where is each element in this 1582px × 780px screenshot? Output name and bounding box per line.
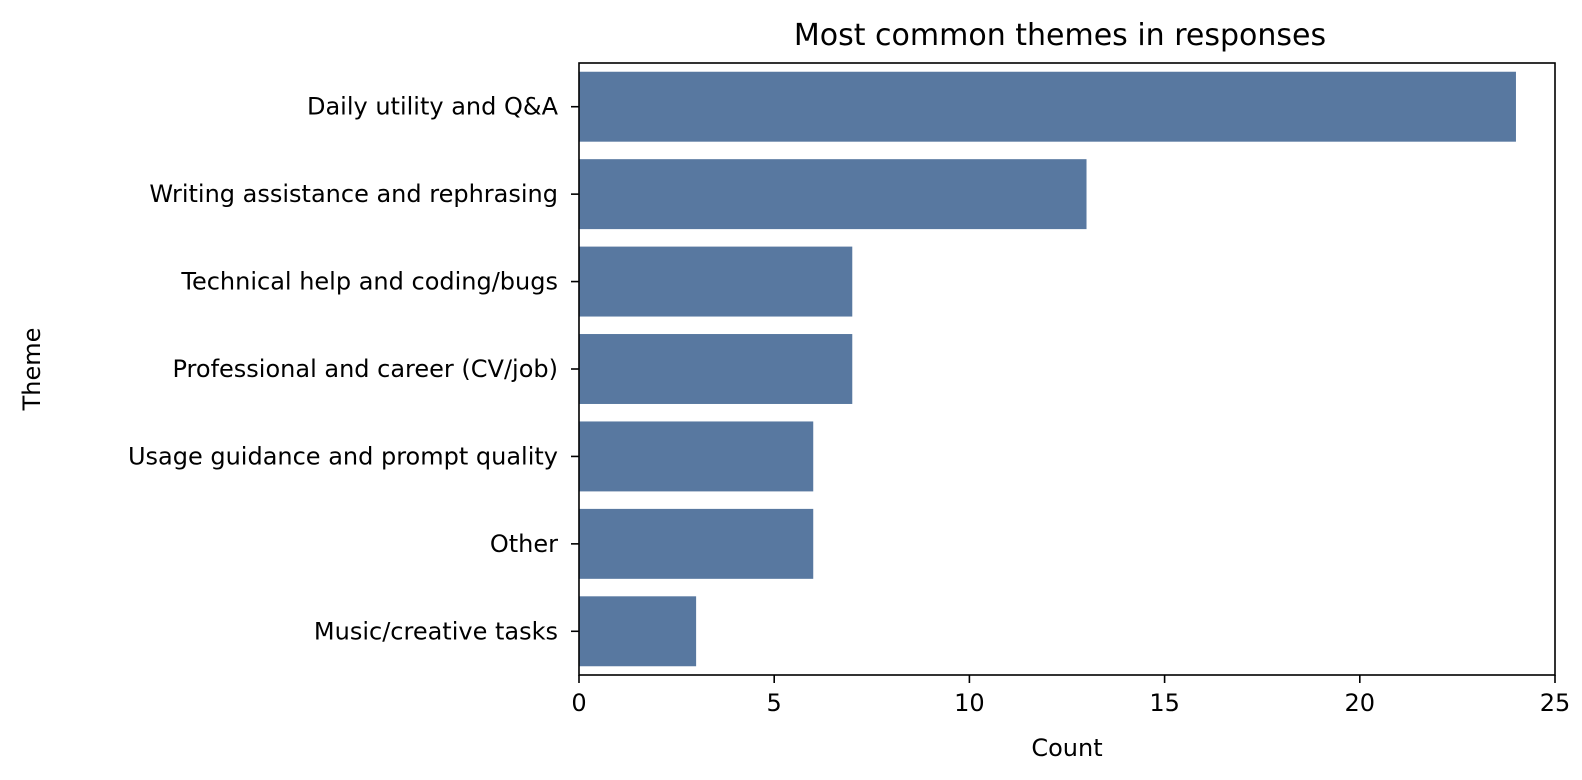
plot-frame — [578, 62, 1556, 676]
x-tick-label: 0 — [571, 689, 586, 717]
bar — [579, 159, 1087, 230]
x-axis-ticks: 0 5 10 15 20 25 — [571, 675, 1570, 717]
x-tick-label: 25 — [1540, 689, 1571, 717]
y-axis-label: Theme — [18, 328, 46, 412]
bars — [579, 71, 1516, 667]
x-axis-label: Count — [1031, 734, 1102, 762]
bar — [579, 246, 853, 317]
x-tick-label: 10 — [954, 689, 985, 717]
y-tick-label: Technical help and coding/bugs — [180, 268, 558, 296]
y-tick-label: Professional and career (CV/job) — [173, 355, 559, 383]
bar — [579, 334, 853, 404]
chart-title: Most common themes in responses — [794, 18, 1326, 53]
x-tick-label: 5 — [767, 689, 782, 717]
bar — [579, 596, 697, 667]
y-tick-label: Other — [490, 530, 558, 558]
y-tick-label: Daily utility and Q&A — [307, 93, 559, 121]
y-tick-label: Usage guidance and prompt quality — [128, 442, 558, 470]
bar — [579, 508, 814, 579]
bar — [579, 421, 814, 492]
y-tick-label: Writing assistance and rephrasing — [149, 180, 558, 208]
x-tick-label: 15 — [1149, 689, 1180, 717]
x-tick-label: 20 — [1345, 689, 1376, 717]
y-tick-label: Music/creative tasks — [314, 617, 558, 645]
y-axis-ticks: Daily utility and Q&A Writing assistance … — [128, 93, 579, 645]
bar — [579, 71, 1516, 142]
